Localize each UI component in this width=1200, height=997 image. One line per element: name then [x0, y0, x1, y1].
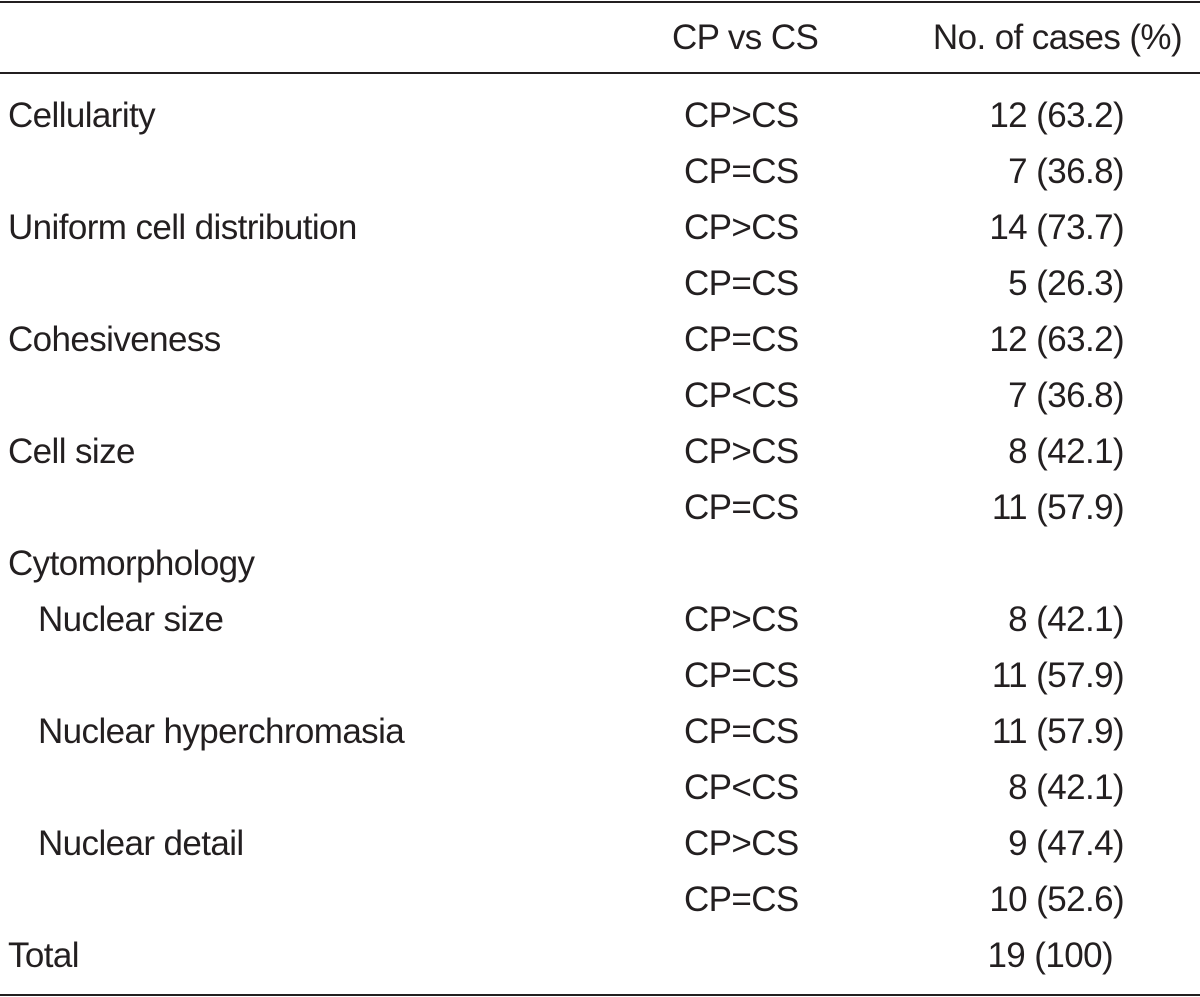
- row-cases: 7 (36.8): [1008, 376, 1124, 415]
- row-comparison: CP>CS: [684, 432, 799, 471]
- header-rule: [0, 72, 1200, 74]
- row-comparison: CP>CS: [684, 96, 799, 135]
- row-label: Nuclear detail: [38, 824, 244, 863]
- table-row: Nuclear detail CP>CS 9 (47.4): [0, 816, 1200, 872]
- row-comparison: CP=CS: [684, 656, 799, 695]
- table-row: Nuclear size CP>CS 8 (42.1): [0, 592, 1200, 648]
- table-row: CP<CS 8 (42.1): [0, 760, 1200, 816]
- table-row: Cellularity CP>CS 12 (63.2): [0, 88, 1200, 144]
- row-cases: 9 (47.4): [1008, 824, 1124, 863]
- row-cases: 12 (63.2): [989, 320, 1124, 359]
- row-label: Nuclear size: [38, 600, 224, 639]
- row-cases: 8 (42.1): [1008, 768, 1124, 807]
- row-cases: 7 (36.8): [1008, 152, 1124, 191]
- table-row: CP=CS 11 (57.9): [0, 648, 1200, 704]
- table-row: CP=CS 5 (26.3): [0, 256, 1200, 312]
- table-row: Cytomorphology: [0, 536, 1200, 592]
- row-cases: 11 (57.9): [991, 488, 1125, 527]
- row-comparison: CP<CS: [684, 376, 799, 415]
- row-cases: 12 (63.2): [989, 96, 1124, 135]
- row-cases: 11 (57.9): [991, 712, 1125, 751]
- row-comparison: CP>CS: [684, 208, 799, 247]
- row-cases: 10 (52.6): [989, 880, 1124, 919]
- row-comparison: CP=CS: [684, 880, 799, 919]
- row-comparison: CP=CS: [684, 712, 799, 751]
- table-row: Cell size CP>CS 8 (42.1): [0, 424, 1200, 480]
- row-label: Uniform cell distribution: [8, 208, 357, 247]
- table-row: CP=CS 11 (57.9): [0, 480, 1200, 536]
- row-cases: 5 (26.3): [1008, 264, 1124, 303]
- header-comparison: CP vs CS: [672, 18, 819, 57]
- row-label: Cell size: [8, 432, 135, 471]
- row-comparison: CP=CS: [684, 152, 799, 191]
- table-bottom-rule: [0, 994, 1200, 996]
- table-top-rule: [0, 1, 1200, 3]
- row-cases: 8 (42.1): [1008, 600, 1124, 639]
- table-row: CP<CS 7 (36.8): [0, 368, 1200, 424]
- row-label: Cohesiveness: [8, 320, 221, 359]
- row-cases: 8 (42.1): [1008, 432, 1124, 471]
- row-comparison: CP=CS: [684, 488, 799, 527]
- row-cases: 19 (100): [987, 936, 1113, 975]
- row-comparison: CP<CS: [684, 768, 799, 807]
- table-row: Nuclear hyperchromasia CP=CS 11 (57.9): [0, 704, 1200, 760]
- table-row: CP=CS 10 (52.6): [0, 872, 1200, 928]
- table-row: CP=CS 7 (36.8): [0, 144, 1200, 200]
- table-row: Cohesiveness CP=CS 12 (63.2): [0, 312, 1200, 368]
- row-cases: 11 (57.9): [991, 656, 1125, 695]
- row-cases: 14 (73.7): [989, 208, 1124, 247]
- row-comparison: CP=CS: [684, 264, 799, 303]
- row-label: Nuclear hyperchromasia: [38, 712, 405, 751]
- row-comparison: CP>CS: [684, 824, 799, 863]
- table-row-total: Total 19 (100): [0, 928, 1200, 984]
- row-label: Cellularity: [8, 96, 156, 135]
- row-label: Total: [8, 936, 80, 975]
- row-label: Cytomorphology: [8, 544, 255, 583]
- table-row: Uniform cell distribution CP>CS 14 (73.7…: [0, 200, 1200, 256]
- row-comparison: CP>CS: [684, 600, 799, 639]
- row-comparison: CP=CS: [684, 320, 799, 359]
- header-cases: No. of cases (%): [932, 18, 1183, 57]
